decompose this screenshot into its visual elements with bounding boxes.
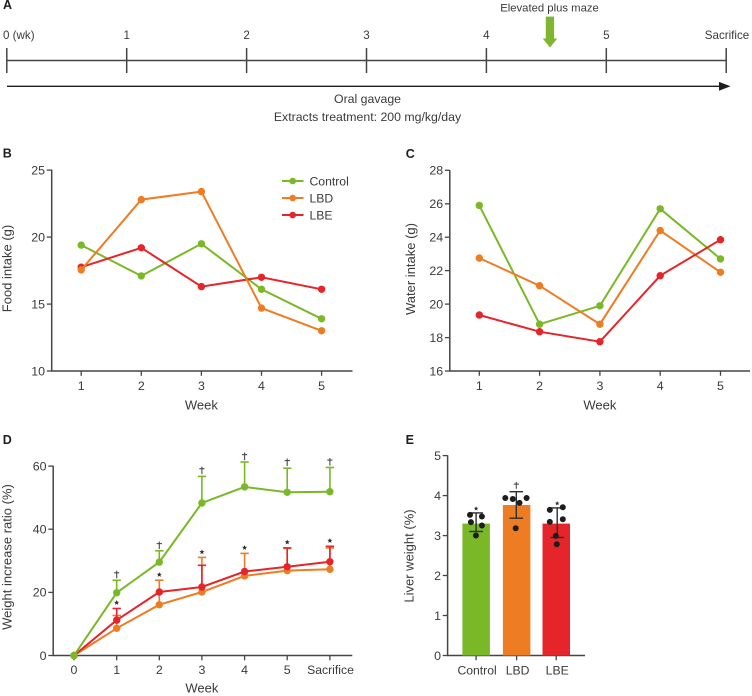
- svg-text:Oral gavage: Oral gavage: [334, 92, 401, 106]
- svg-text:B: B: [3, 147, 12, 161]
- svg-text:3: 3: [198, 379, 205, 393]
- svg-text:Week: Week: [583, 398, 616, 413]
- svg-text:Food intake (g): Food intake (g): [0, 225, 15, 312]
- svg-text:5: 5: [603, 29, 609, 42]
- svg-text:Week: Week: [185, 681, 218, 696]
- svg-text:5: 5: [434, 449, 441, 463]
- svg-text:1: 1: [476, 379, 483, 393]
- svg-text:Control: Control: [310, 174, 349, 188]
- svg-text:4: 4: [258, 379, 265, 393]
- svg-text:Elevated plus maze: Elevated plus maze: [500, 3, 599, 15]
- svg-text:28: 28: [429, 164, 443, 178]
- svg-text:LBD: LBD: [310, 191, 334, 205]
- svg-text:4: 4: [483, 29, 490, 42]
- svg-text:C: C: [406, 147, 415, 161]
- svg-text:5: 5: [717, 379, 724, 393]
- svg-text:0 (wk): 0 (wk): [3, 29, 35, 42]
- svg-text:2: 2: [536, 379, 543, 393]
- svg-text:3: 3: [434, 529, 441, 543]
- svg-text:D: D: [3, 433, 12, 447]
- svg-text:5: 5: [284, 663, 291, 677]
- svg-text:Week: Week: [185, 398, 218, 413]
- svg-text:4: 4: [241, 663, 248, 677]
- svg-text:LBD: LBD: [506, 664, 530, 678]
- svg-text:20: 20: [31, 230, 45, 244]
- svg-text:1: 1: [113, 663, 120, 677]
- svg-text:1: 1: [78, 379, 85, 393]
- svg-text:0: 0: [40, 649, 47, 663]
- svg-text:26: 26: [429, 197, 443, 211]
- svg-text:3: 3: [198, 663, 205, 677]
- svg-text:Weight increase ratio (%): Weight increase ratio (%): [0, 484, 15, 630]
- svg-text:2: 2: [434, 569, 441, 583]
- svg-text:2: 2: [156, 663, 163, 677]
- svg-text:18: 18: [429, 331, 443, 345]
- svg-text:1: 1: [123, 29, 129, 42]
- svg-text:24: 24: [429, 231, 443, 245]
- svg-text:2: 2: [138, 379, 145, 393]
- svg-text:20: 20: [33, 586, 47, 600]
- svg-text:2: 2: [243, 29, 249, 42]
- svg-text:Extracts treatment: 200 mg/kg/: Extracts treatment: 200 mg/kg/day: [274, 110, 462, 124]
- svg-text:4: 4: [657, 379, 664, 393]
- svg-text:60: 60: [33, 459, 47, 473]
- svg-text:LBE: LBE: [310, 208, 333, 222]
- svg-text:5: 5: [318, 379, 325, 393]
- svg-text:40: 40: [33, 523, 47, 537]
- svg-text:20: 20: [429, 297, 443, 311]
- svg-text:0: 0: [71, 663, 78, 677]
- svg-text:16: 16: [429, 364, 443, 378]
- svg-text:3: 3: [363, 29, 369, 42]
- svg-text:4: 4: [434, 489, 441, 503]
- svg-text:10: 10: [31, 364, 45, 378]
- svg-text:Liver weight (%): Liver weight (%): [402, 509, 417, 602]
- svg-text:Sacrifice: Sacrifice: [307, 663, 354, 677]
- svg-text:0: 0: [434, 649, 441, 663]
- svg-text:3: 3: [596, 379, 603, 393]
- svg-text:22: 22: [429, 264, 443, 278]
- svg-text:Sacrifice: Sacrifice: [705, 29, 749, 42]
- svg-text:1: 1: [434, 609, 441, 623]
- svg-text:A: A: [3, 0, 12, 12]
- svg-text:Control: Control: [457, 664, 496, 678]
- svg-text:25: 25: [31, 163, 45, 177]
- svg-text:15: 15: [31, 297, 45, 311]
- svg-text:Water intake (g): Water intake (g): [403, 223, 418, 315]
- svg-text:E: E: [406, 433, 414, 447]
- svg-text:LBE: LBE: [546, 664, 569, 678]
